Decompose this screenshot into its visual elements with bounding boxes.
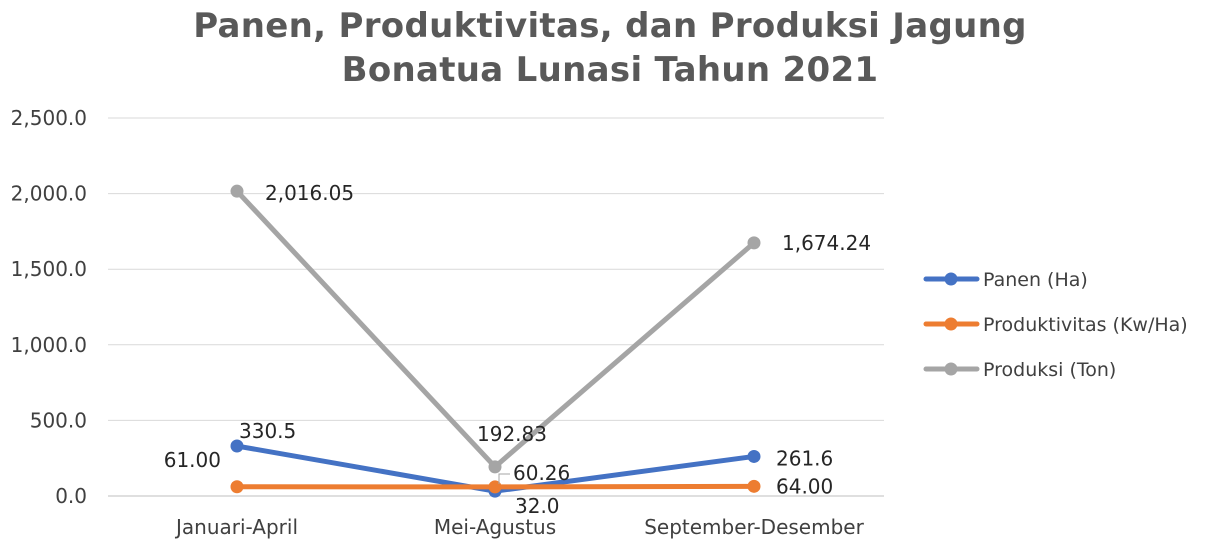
- data-point: [747, 479, 761, 493]
- y-tick-label: 0.0: [55, 484, 87, 508]
- x-tick-label: Januari-April: [174, 515, 298, 539]
- chart-title-line-2: Bonatua Lunasi Tahun 2021: [341, 50, 879, 90]
- data-point: [230, 184, 244, 198]
- data-label: 60.26: [513, 461, 570, 485]
- data-point: [747, 449, 761, 463]
- data-point: [230, 439, 244, 453]
- y-tick-label: 1,500.0: [11, 257, 87, 281]
- chart-title: Panen, Produktivitas, dan Produksi Jagun…: [0, 4, 1212, 92]
- x-tick-label: Mei-Agustus: [434, 515, 556, 539]
- data-label: 192.83: [477, 422, 547, 446]
- legend-label: Produktivitas (Kw/Ha): [983, 314, 1188, 336]
- data-label: 64.00: [776, 474, 833, 498]
- legend: Panen (Ha) Produktivitas (Kw/Ha) Produksi …: [923, 269, 1188, 381]
- legend-label: Produksi (Ton): [983, 359, 1116, 381]
- data-label: 330.5: [239, 419, 296, 443]
- label-leader-line: [498, 473, 510, 484]
- data-label: 261.6: [776, 446, 833, 470]
- y-tick-label: 1,000.0: [11, 333, 87, 357]
- y-tick-label: 2,000.0: [11, 182, 87, 206]
- data-point: [488, 460, 502, 474]
- legend-marker: [944, 317, 958, 331]
- x-tick-label: September-Desember: [644, 515, 864, 539]
- y-tick-label: 2,500.0: [11, 106, 87, 130]
- data-label: 32.0: [515, 494, 560, 518]
- y-tick-label: 500.0: [30, 408, 87, 432]
- legend-marker: [944, 272, 958, 286]
- data-point: [230, 480, 244, 494]
- data-point: [747, 236, 761, 250]
- data-point: [488, 480, 502, 494]
- data-label: 2,016.05: [265, 181, 354, 205]
- legend-marker: [944, 362, 958, 376]
- chart-title-line-1: Panen, Produktivitas, dan Produksi Jagun…: [193, 6, 1027, 46]
- data-label: 1,674.24: [782, 231, 871, 255]
- data-label: 61.00: [164, 448, 221, 472]
- legend-label: Panen (Ha): [983, 269, 1088, 291]
